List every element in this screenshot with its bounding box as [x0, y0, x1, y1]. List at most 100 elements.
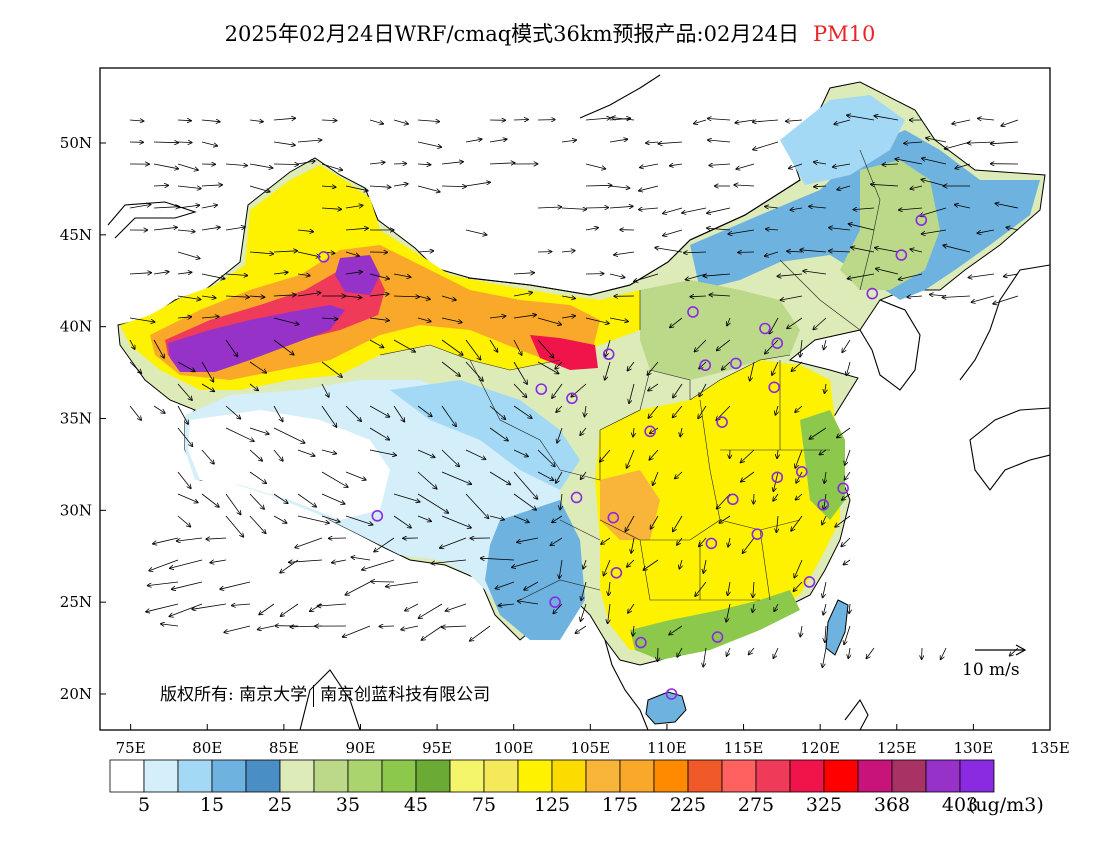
wind-arrow: [809, 206, 827, 208]
wind-arrow: [848, 647, 850, 658]
wind-arrow: [153, 537, 179, 544]
wind-arrow: [787, 317, 803, 328]
wind-arrow: [835, 515, 851, 527]
wind-arrow: [345, 228, 368, 230]
wind-arrow: [417, 295, 430, 299]
wind-arrow: [824, 493, 826, 509]
city-station-marker: [705, 537, 718, 550]
wind-arrow: [646, 142, 659, 143]
wind-arrow: [633, 427, 634, 437]
wind-arrow: [321, 449, 336, 454]
wind-arrow: [297, 230, 313, 232]
wind-arrow: [369, 449, 396, 455]
wind-arrow: [605, 339, 611, 356]
city-station-marker: [716, 416, 728, 428]
bay-of-bengal-coast: [299, 669, 361, 730]
city-station-marker: [895, 249, 908, 261]
wind-arrow: [321, 208, 341, 209]
wind-arrow: [673, 515, 683, 531]
colorbar-swatch: [245, 759, 281, 793]
wind-arrow: [649, 449, 659, 460]
copyright-prefix: 版权所有:: [160, 685, 234, 705]
wind-arrow: [129, 205, 151, 209]
wind-arrow: [249, 449, 262, 461]
wind-arrow: [273, 449, 283, 461]
wind-arrow: [1001, 119, 1019, 126]
wind-arrow: [735, 119, 755, 123]
wind-arrow: [201, 361, 214, 382]
wind-arrow: [419, 603, 443, 618]
colorbar-tick-label: 225: [669, 794, 707, 816]
wind-arrow: [369, 339, 384, 348]
wind-arrow: [560, 493, 562, 510]
wind-arrow: [481, 558, 515, 560]
wind-arrow: [895, 159, 923, 165]
wind-arrow: [465, 361, 483, 381]
wind-arrow: [249, 361, 266, 373]
colorbar-tick-label: 35: [335, 794, 361, 816]
alxa-red-zone: [530, 335, 598, 370]
lat-tick-label: 25N: [60, 593, 92, 611]
wind-arrow: [321, 493, 345, 504]
wind-arrow: [393, 273, 411, 277]
wind-arrow: [1004, 274, 1019, 276]
wind-arrow: [561, 251, 575, 252]
wind-arrow: [297, 493, 316, 507]
wind-arrow: [513, 361, 527, 384]
wind-arrow: [766, 229, 779, 230]
wind-arrow: [225, 296, 249, 297]
wind-arrow: [585, 118, 610, 120]
wind-arrow: [669, 625, 683, 635]
wind-arrow: [129, 273, 151, 274]
wind-arrow: [550, 537, 563, 545]
city-stations: [317, 214, 928, 700]
wind-arrow: [258, 625, 275, 630]
wind-arrow: [345, 251, 359, 256]
wind-arrow: [249, 471, 266, 483]
wind-arrow: [942, 296, 971, 298]
wind-arrow: [774, 603, 779, 611]
wind-arrow: [321, 471, 348, 487]
colorbar-swatch: [585, 759, 621, 793]
wind-arrow: [273, 427, 305, 443]
wind-arrow: [728, 229, 755, 234]
wind-arrow: [639, 208, 659, 210]
city-station-marker: [727, 493, 739, 506]
wind-arrow: [273, 295, 296, 296]
wind-arrow: [273, 405, 283, 421]
wind-arrow: [417, 185, 440, 192]
wind-arrow: [556, 405, 563, 412]
wind-arrow: [369, 119, 383, 124]
wind-arrow: [297, 515, 329, 523]
lat-tick-label: 50N: [60, 134, 92, 152]
wind-arrow: [728, 581, 730, 595]
wind-arrow: [851, 247, 875, 253]
wind-arrow: [297, 293, 321, 297]
city-station-marker: [665, 688, 678, 700]
wind-arrow: [580, 427, 587, 435]
city-station-marker: [768, 381, 780, 394]
wind-arrow: [575, 625, 587, 633]
colorbar-swatch: [789, 759, 825, 793]
wind-arrow: [734, 185, 755, 186]
wind-arrow: [177, 185, 201, 189]
wind-arrow: [345, 581, 371, 595]
wind-arrow: [791, 361, 803, 371]
wind-arrow: [978, 118, 995, 120]
colorbar-swatch: [483, 759, 519, 793]
colorbar-tick-label: 25: [267, 794, 293, 816]
city-station-marker: [644, 425, 656, 438]
wind-arrow: [441, 471, 471, 484]
wind-arrow: [201, 449, 214, 464]
wind-arrow: [249, 296, 265, 297]
wind-arrow: [945, 141, 971, 149]
wind-arrow: [844, 625, 851, 644]
wind-arrow: [417, 251, 433, 252]
map-title: 2025年02月24日WRF/cmaq模式36km预报产品:02月24日 PM10: [0, 18, 1100, 48]
wind-arrow: [417, 493, 448, 513]
wind-arrow: [146, 603, 179, 612]
wind-arrow: [273, 141, 295, 145]
wind-arrow: [609, 139, 627, 143]
wind-arrow: [612, 118, 635, 121]
lon-tick-label: 135E: [1030, 739, 1070, 757]
